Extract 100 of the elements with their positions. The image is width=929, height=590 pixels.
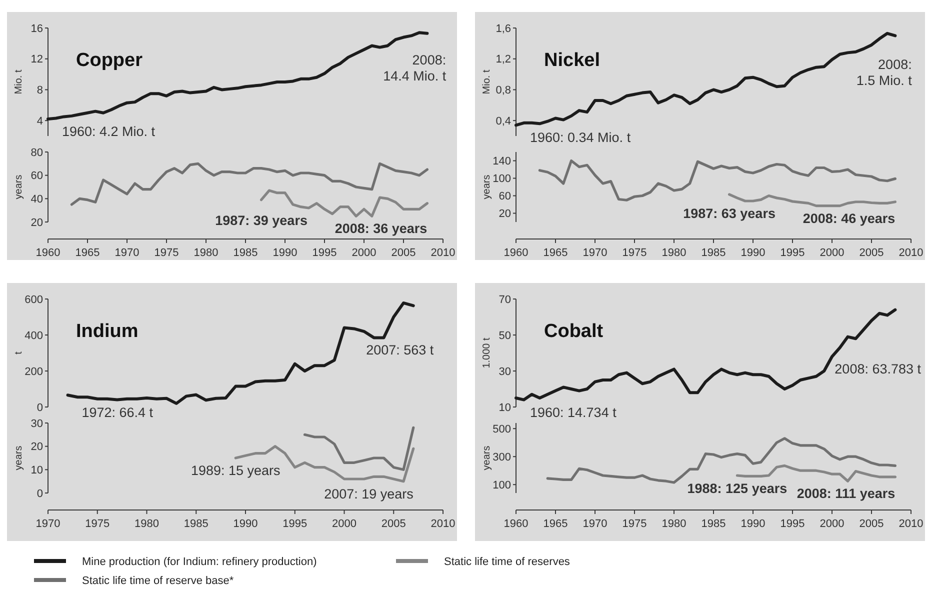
annotation: 2008: 46 years [802,210,896,226]
x-tick-label: 1965 [75,247,100,259]
line-series [303,426,415,471]
x-tick-label: 1970 [582,518,608,530]
y-tick-label: 100 [492,173,511,186]
y-axis-title: Mio. t [14,70,24,94]
x-tick-label: 1960 [36,247,60,259]
y-tick-label: 100 [492,479,511,492]
y-tick-label: 60 [498,190,511,203]
x-tick-label: 1980 [662,247,686,259]
y-axis-title: years [482,446,492,470]
y-tick-label: 20 [498,208,511,220]
line-series [546,437,896,484]
x-tick-label: 1960 [504,247,528,259]
y-tick-label: 10 [30,464,43,477]
y-axis-title: t [14,351,24,354]
y-tick-label: 0 [36,488,43,500]
annotation: 1989: 15 years [190,463,281,478]
y-tick-label: 500 [492,423,511,436]
y-tick-label: 200 [24,366,43,378]
y-tick-label: 60 [30,170,43,182]
y-tick-label: 16 [30,22,43,35]
annotation: 2007: 563 t [366,342,434,358]
x-tick-label: 2010 [898,247,924,259]
annotation: 2008: 14.4 Mio. t [383,52,446,84]
line-series [70,162,428,206]
x-tick-label: 1975 [622,518,647,530]
x-tick-label: 1970 [114,247,140,259]
y-tick-label: 30 [30,418,43,430]
y-tick-label: 1,2 [496,54,511,66]
legend-label: Static life time of reserves [444,556,570,568]
annotation: 2008: 111 years [796,486,896,502]
legend-label: Static life time of reserve base* [82,575,234,587]
x-tick-label: 2005 [391,247,416,259]
x-tick-label: 1980 [662,518,686,530]
line-series [538,159,896,202]
y-tick-label: 4 [36,115,43,128]
y-axis-title: years [482,174,492,200]
text: Cobalt [544,321,604,342]
annotation: 2008: 36 years [334,221,428,236]
text: Copper [76,50,144,71]
x-tick-label: 2005 [859,518,884,530]
annotation: 1972: 66.4 t [82,404,154,420]
x-tick-label: 2010 [430,247,456,259]
y-tick-label: 0,8 [496,84,511,97]
y-tick-label: 300 [492,451,511,464]
y-tick-label: 10 [498,402,511,414]
x-tick-label: 1965 [543,247,568,259]
x-tick-label: 1990 [740,247,766,259]
x-tick-label: 2005 [859,247,884,259]
annotation: 1987: 63 years [683,206,776,221]
x-tick-label: 1980 [194,247,218,259]
annotation: 2007: 19 years [324,486,414,502]
text: Indium [76,321,138,342]
x-tick-label: 2000 [820,247,844,259]
x-tick-label: 2000 [820,518,844,530]
x-tick-label: 1960 [504,518,528,530]
y-tick-label: 0 [36,402,43,414]
x-tick-label: 1975 [85,518,110,530]
y-tick-label: 80 [30,146,43,159]
annotation: 1960: 4.2 Mio. t [62,124,156,140]
y-tick-label: 400 [24,330,43,342]
y-tick-label: 0,4 [496,115,511,128]
x-tick-label: 1990 [740,518,766,530]
annotation: 1960: 14.734 t [530,404,617,420]
x-tick-label: 1975 [154,247,179,259]
y-axis-title: years [14,174,24,200]
x-tick-label: 1985 [701,518,726,530]
annotation: 2008: 63.783 t [834,362,922,377]
y-tick-label: 8 [36,84,43,97]
x-tick-label: 2000 [332,518,356,530]
x-tick-label: 2010 [898,518,924,530]
x-tick-label: 1990 [272,247,298,259]
y-axis-title: Mio. t [482,70,492,94]
line-series [736,464,896,482]
annotation: 1960: 0.34 Mio. t [530,130,631,146]
y-axis-title: years [14,446,24,470]
x-tick-label: 1970 [582,247,608,259]
x-tick-label: 2005 [381,518,406,530]
y-tick-label: 50 [498,330,511,342]
y-tick-label: 12 [30,54,43,66]
x-tick-label: 1985 [184,518,208,530]
x-tick-label: 2000 [352,247,376,259]
y-tick-label: 70 [498,294,511,306]
x-tick-label: 1990 [233,518,258,530]
text: Nickel [544,50,600,71]
annotation: 1988: 125 years [687,481,788,496]
x-tick-label: 1985 [701,247,726,259]
x-tick-label: 1995 [312,247,337,259]
x-tick-label: 1980 [134,518,159,530]
y-tick-label: 40 [30,194,43,206]
x-tick-label: 1995 [780,518,805,530]
y-tick-label: 30 [498,366,511,378]
x-tick-label: 1995 [282,518,308,530]
line-series [728,193,896,208]
x-tick-label: 2010 [430,518,456,530]
legend-label: Mine production (for Indium: refinery production) [82,556,317,568]
y-axis-title: 1.000 t [482,337,492,368]
y-tick-label: 1,6 [496,22,511,35]
y-tick-label: 20 [30,441,43,454]
